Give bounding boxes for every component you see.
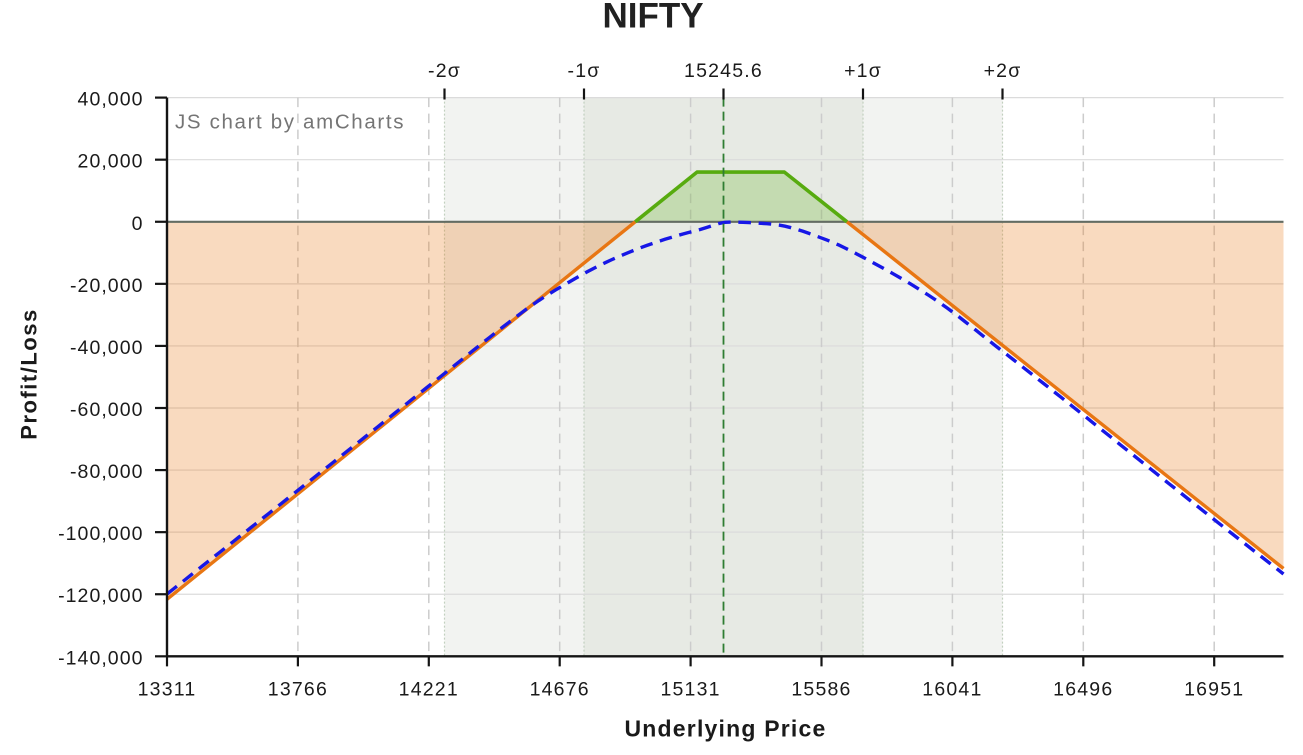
svg-text:-40,000: -40,000	[70, 337, 144, 359]
svg-text:16041: 16041	[922, 679, 982, 701]
svg-text:-2σ: -2σ	[428, 60, 461, 82]
svg-text:-120,000: -120,000	[58, 585, 143, 607]
svg-text:-20,000: -20,000	[70, 275, 144, 297]
svg-text:-80,000: -80,000	[70, 461, 144, 483]
svg-text:Underlying Price: Underlying Price	[625, 716, 827, 742]
svg-text:+1σ: +1σ	[844, 60, 882, 82]
svg-text:Profit/Loss: Profit/Loss	[17, 308, 42, 439]
svg-text:-100,000: -100,000	[58, 523, 143, 545]
svg-text:13766: 13766	[268, 679, 328, 701]
svg-text:16951: 16951	[1184, 679, 1244, 701]
svg-text:15586: 15586	[791, 679, 851, 701]
svg-text:-140,000: -140,000	[58, 647, 143, 669]
svg-text:JS chart by amCharts: JS chart by amCharts	[175, 110, 405, 133]
svg-text:14221: 14221	[399, 679, 459, 701]
svg-text:+2σ: +2σ	[984, 60, 1022, 82]
svg-text:0: 0	[132, 213, 144, 235]
svg-text:-60,000: -60,000	[70, 399, 144, 421]
svg-text:-1σ: -1σ	[568, 60, 601, 82]
svg-text:14676: 14676	[530, 679, 590, 701]
svg-text:NIFTY: NIFTY	[602, 0, 703, 36]
svg-text:13311: 13311	[138, 679, 197, 701]
svg-text:15131: 15131	[660, 679, 720, 701]
svg-text:15245.6: 15245.6	[684, 60, 763, 82]
svg-text:16496: 16496	[1053, 679, 1113, 701]
svg-text:40,000: 40,000	[78, 89, 144, 111]
svg-text:20,000: 20,000	[78, 151, 144, 173]
